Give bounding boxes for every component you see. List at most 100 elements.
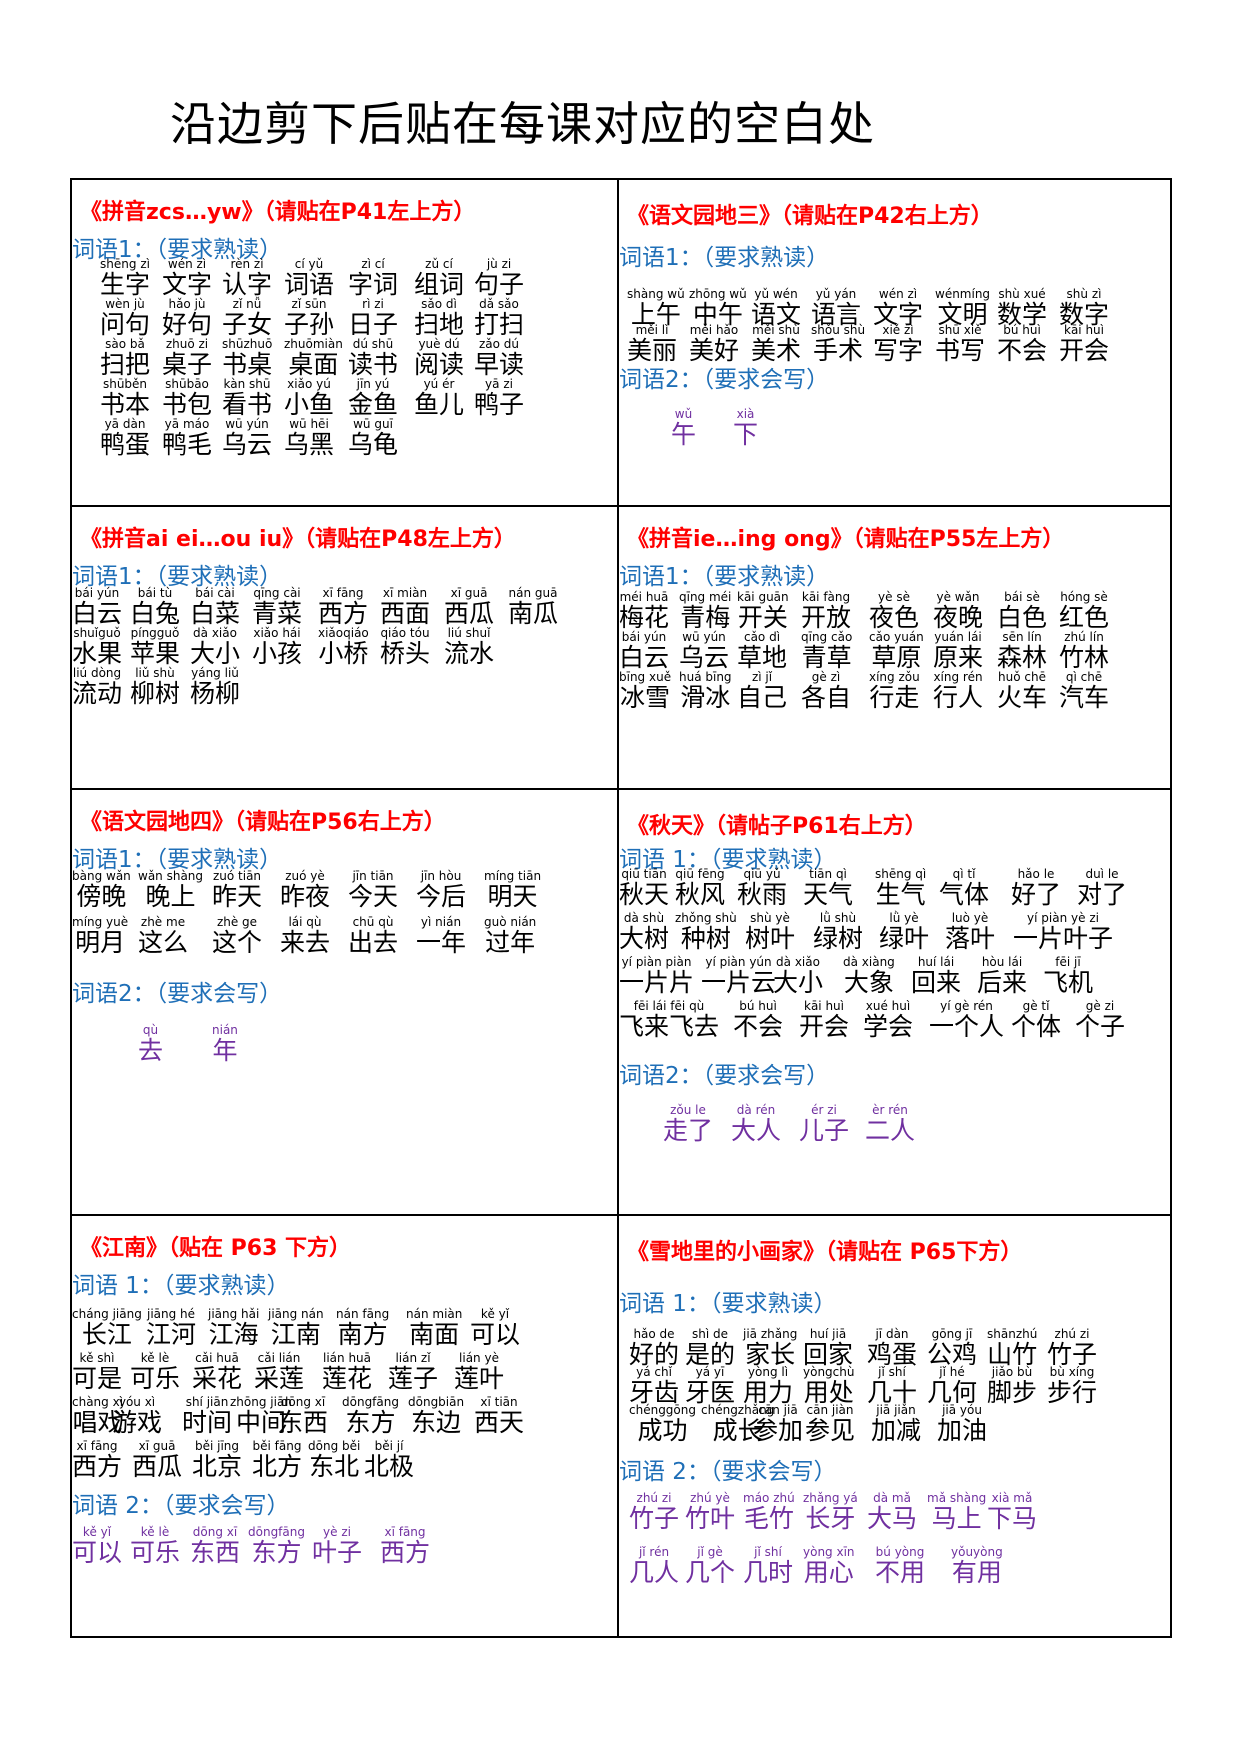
word-item: cān jiā 参加 — [753, 1404, 803, 1445]
hanzi: 大人 — [731, 1116, 782, 1145]
hanzi: 下马 — [987, 1504, 1038, 1533]
hanzi: 飞来飞去 — [619, 1012, 720, 1041]
hanzi: 不用 — [875, 1558, 926, 1587]
hanzi: 树叶 — [745, 924, 796, 953]
hanzi: 鸡蛋 — [867, 1340, 918, 1369]
word-item: běi jí 北极 — [364, 1440, 414, 1481]
pinyin: qì chē — [1065, 670, 1103, 684]
hanzi: 写字 — [873, 336, 924, 365]
hanzi: 原来 — [933, 643, 984, 672]
pinyin: nán guā — [508, 586, 558, 600]
word-item: zuó tiān 昨天 — [212, 870, 262, 911]
pinyin: luò yè — [951, 911, 989, 925]
word-row: shàng wǔ 上午 zhōng wǔ 中午 yǔ wén 语文 yǔ yán 语言 wén … — [619, 288, 1170, 329]
pinyin: míng tiān — [484, 869, 542, 883]
pinyin: shū xiě — [938, 323, 982, 337]
word-item: mǎ shàng 马上 — [927, 1492, 986, 1533]
column-divider — [617, 180, 619, 1636]
word-row: xī fāng 西方 xī guā 西瓜 běi jīng 北京 běi fāng 北方 dōn… — [72, 1439, 617, 1481]
hanzi: 行走 — [869, 683, 920, 712]
word-item: liú shuǐ 流水 — [444, 627, 494, 668]
pinyin: bái sè — [1004, 590, 1040, 604]
hanzi: 美术 — [751, 336, 802, 365]
hanzi: 文字 — [162, 270, 213, 299]
group-label: 词语 1：（要求熟读） — [72, 1273, 290, 1299]
row-divider — [72, 788, 1170, 790]
pinyin: duì le — [1085, 867, 1119, 881]
pinyin: qì tǐ — [952, 867, 976, 881]
hanzi: 鸭子 — [474, 390, 525, 419]
hanzi: 不会 — [733, 1012, 784, 1041]
pinyin: zì cí — [361, 257, 385, 271]
pinyin: xī guā — [450, 586, 488, 600]
word-item: yuè dú 阅读 — [414, 338, 464, 379]
word-item: jǐ rén 几人 — [629, 1546, 679, 1587]
hanzi: 走了 — [663, 1116, 714, 1145]
hanzi: 北京 — [192, 1452, 243, 1481]
word-item: yú ér 鱼儿 — [414, 378, 464, 419]
pinyin: dà shù — [623, 911, 665, 925]
hanzi: 去 — [138, 1036, 164, 1065]
hanzi: 竹叶 — [685, 1504, 736, 1533]
pinyin: yè wǎn — [936, 590, 980, 604]
word-item: tiān qì 天气 — [803, 868, 853, 909]
word-row: bàng wǎn 傍晚 wǎn shàng 晚上 zuó tiān 昨天 zuó yè 昨夜 j… — [72, 869, 617, 911]
hanzi: 秋风 — [675, 880, 726, 909]
row-divider — [72, 505, 1170, 507]
word-item: dōng xī 东西 — [278, 1396, 328, 1437]
group-label: 词语2：（要求会写） — [619, 1063, 830, 1089]
pinyin: dōng běi — [308, 1439, 361, 1453]
pinyin: wū yún — [682, 630, 726, 644]
word-row: zhú zi 竹子 zhú yè 竹叶 máo zhú 毛竹 zhǎng yá 长牙 dà mǎ… — [619, 1492, 1170, 1533]
pinyin: lǜ shù — [819, 911, 857, 925]
pinyin: yuè dú — [418, 337, 460, 351]
word-item: zǒu le 走了 — [663, 1104, 713, 1145]
word-row: yá chǐ 牙齿 yá yī 牙医 yòng lì 用力 yòngchù 用处 jǐ shí 几… — [619, 1366, 1170, 1407]
word-item: rèn zì 认字 — [222, 258, 272, 299]
group-label: 词语2：（要求会写） — [72, 981, 283, 1007]
hanzi: 子孙 — [284, 310, 335, 339]
word-row: méi huā 梅花 qīng méi 青梅 kāi guān 开关 kāi fàng 开放 y… — [619, 590, 1170, 632]
hanzi: 大马 — [867, 1504, 918, 1533]
hanzi: 这个 — [212, 928, 263, 957]
word-item: jiā zhǎng 家长 — [743, 1328, 797, 1369]
pinyin: qīng cǎo — [801, 630, 853, 644]
hanzi: 用力 — [743, 1378, 794, 1407]
pinyin: jiā yóu — [942, 1403, 982, 1417]
pinyin: dà xiàng — [843, 955, 895, 969]
pinyin: shù yè — [750, 911, 790, 925]
word-item: míng yuè 明月 — [72, 916, 128, 957]
word-item: wénmíng 文明 — [935, 288, 990, 329]
hanzi: 西瓜 — [444, 599, 495, 628]
word-item: měi shù 美术 — [751, 324, 801, 365]
hanzi: 白云 — [72, 599, 123, 628]
pinyin: hóng sè — [1060, 590, 1108, 604]
hanzi: 天气 — [803, 880, 854, 909]
pinyin: rì zi — [362, 297, 384, 311]
pinyin: jiāng hé — [146, 1307, 196, 1321]
hanzi: 绿树 — [813, 924, 864, 953]
pinyin: chū qù — [352, 915, 394, 929]
word-item: duì le 对了 — [1077, 868, 1127, 909]
pinyin: liǔ shù — [135, 666, 175, 680]
hanzi: 可以 — [72, 1538, 123, 1567]
pinyin: zǐ sūn — [291, 297, 327, 311]
pinyin: wǔ — [674, 407, 693, 421]
pinyin: yè sè — [878, 590, 910, 604]
hanzi: 种树 — [680, 924, 731, 953]
word-item: xiǎoqiáo 小桥 — [318, 627, 369, 668]
word-item: xī guā 西瓜 — [444, 587, 494, 628]
word-item: cháng jiāng 长江 — [72, 1308, 142, 1349]
pinyin: shì de — [692, 1327, 729, 1341]
pinyin: cháng jiāng — [72, 1307, 142, 1321]
word-item: kě yǐ 可以 — [470, 1308, 520, 1349]
pinyin: hǎo de — [633, 1327, 675, 1341]
word-item: jiā jiǎn 加减 — [871, 1404, 921, 1445]
hanzi: 行人 — [933, 683, 984, 712]
hanzi: 可乐 — [130, 1364, 181, 1393]
word-item: huǒ chē 火车 — [997, 671, 1047, 712]
pinyin: liú dòng — [72, 666, 122, 680]
hanzi: 东西 — [190, 1538, 241, 1567]
word-item: wū guī 乌龟 — [348, 418, 398, 459]
hanzi: 竹子 — [629, 1504, 680, 1533]
